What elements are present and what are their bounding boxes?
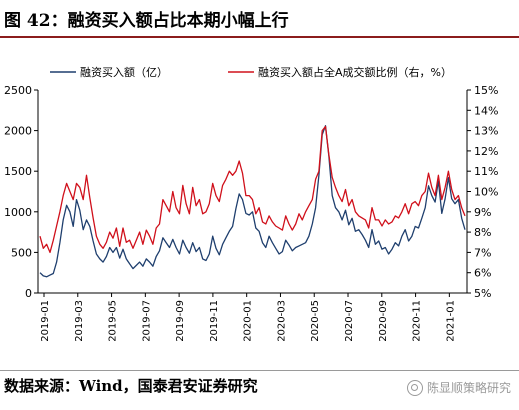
axes: 0 500 1000 1500 2000 2500 5% 6% 7% 8% 9% 10% 11% 12% 1… [4, 84, 498, 342]
x-tick-label: 2019-05 [108, 300, 119, 342]
legend-label: 融资买入额占全A成交额比例（右，%） [258, 65, 452, 79]
x-tick-label: 2020-09 [378, 300, 389, 342]
right-tick-label: 14% [474, 104, 498, 117]
right-tick-label: 5% [474, 287, 491, 300]
left-tick-label: 0 [25, 287, 32, 300]
wechat-icon [406, 379, 423, 396]
x-tick-label: 2020-01 [243, 300, 254, 342]
right-tick-label: 11% [474, 165, 498, 178]
x-tick-label: 2020-03 [276, 300, 287, 342]
right-tick-label: 8% [474, 226, 491, 239]
left-tick-label: 2000 [4, 125, 32, 138]
right-tick-label: 13% [474, 125, 498, 138]
x-tick-label: 2019-11 [209, 300, 220, 342]
right-tick-label: 6% [474, 267, 491, 280]
legend-label: 融资买入额（亿） [80, 66, 168, 79]
right-tick-label: 12% [474, 145, 498, 158]
watermark: 陈显顺策略研究 [406, 379, 511, 396]
x-tick-label: 2020-05 [310, 300, 321, 342]
right-tick-label: 15% [474, 84, 498, 97]
legend: 融资买入额（亿） 融资买入额占全A成交额比例（右，%） [50, 65, 452, 79]
right-tick-label: 7% [474, 246, 491, 259]
x-tick-label: 2021-01 [445, 300, 456, 342]
x-tick-label: 2020-11 [412, 300, 423, 342]
x-tick-label: 2020-07 [344, 300, 355, 342]
series-line-margin-buy-amount [39, 125, 466, 278]
line-chart: 融资买入额（亿） 融资买入额占全A成交额比例（右，%） 0 500 1000 1500 2… [4, 65, 498, 342]
left-tick-label: 500 [11, 246, 32, 259]
x-tick-label: 2019-03 [74, 300, 85, 342]
watermark-text: 陈显顺策略研究 [426, 381, 511, 395]
title-divider [0, 36, 519, 38]
right-tick-label: 9% [474, 206, 491, 219]
x-tick-label: 2019-07 [141, 300, 152, 342]
right-tick-label: 10% [474, 186, 498, 199]
left-tick-label: 1500 [4, 165, 32, 178]
left-tick-label: 2500 [4, 84, 32, 97]
x-tick-label: 2019-01 [40, 300, 51, 342]
left-tick-label: 1000 [4, 206, 32, 219]
footer-divider [0, 370, 519, 371]
data-source: 数据来源：Wind，国泰君安证券研究 [4, 377, 258, 395]
x-tick-label: 2019-09 [175, 300, 186, 342]
series-lines [39, 125, 466, 278]
series-line-margin-buy-ratio [39, 125, 466, 254]
figure-title: 图 42：融资买入额占比本期小幅上行 [4, 11, 289, 31]
